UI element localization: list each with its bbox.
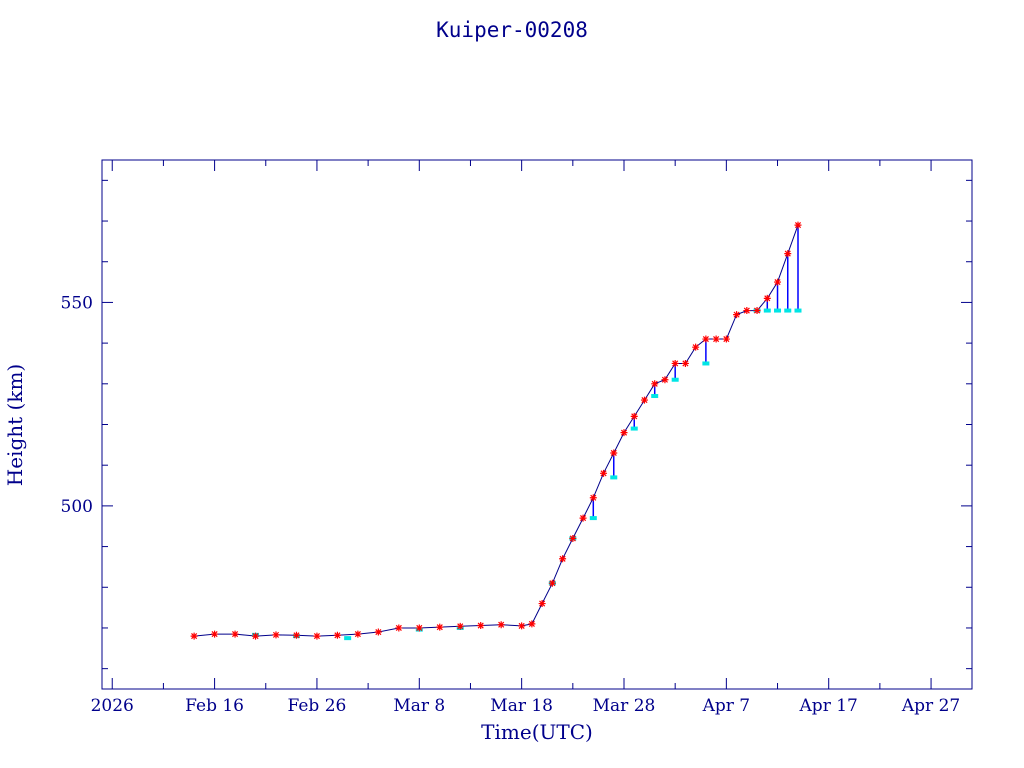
secondary-marker bbox=[774, 308, 782, 313]
primary-marker bbox=[610, 449, 618, 457]
primary-marker bbox=[774, 278, 782, 286]
axes-frame bbox=[101, 159, 973, 690]
height-series-line bbox=[194, 224, 799, 637]
x-tick-label: Feb 16 bbox=[185, 696, 244, 716]
primary-marker bbox=[231, 630, 239, 638]
primary-marker bbox=[436, 623, 444, 631]
primary-marker bbox=[692, 343, 700, 351]
primary-marker bbox=[559, 555, 567, 563]
chart-title: Kuiper-00208 bbox=[436, 18, 588, 42]
primary-marker bbox=[600, 469, 608, 477]
primary-marker bbox=[733, 311, 741, 319]
secondary-marker bbox=[784, 308, 792, 313]
primary-marker bbox=[681, 359, 689, 367]
primary-marker bbox=[671, 359, 679, 367]
axis-ticks: 550 500 2026 Feb 16 Feb 26 Mar 8 Mar 18 Mar 28 A… bbox=[61, 160, 972, 716]
secondary-marker bbox=[651, 394, 659, 399]
x-tick-label: Mar 8 bbox=[393, 696, 445, 716]
primary-marker bbox=[528, 620, 536, 628]
primary-marker bbox=[211, 630, 219, 638]
secondary-marker bbox=[589, 516, 597, 521]
primary-marker bbox=[415, 624, 423, 632]
primary-marker bbox=[794, 221, 802, 229]
primary-marker bbox=[722, 335, 730, 343]
primary-marker bbox=[589, 494, 597, 502]
primary-marker bbox=[538, 600, 546, 608]
secondary-marker bbox=[671, 377, 679, 382]
secondary-marker bbox=[344, 636, 352, 641]
primary-marker bbox=[497, 621, 505, 629]
x-tick-label: Apr 27 bbox=[901, 696, 960, 716]
primary-marker bbox=[702, 335, 710, 343]
secondary-marker bbox=[610, 475, 618, 480]
primary-marker bbox=[354, 630, 362, 638]
primary-marker bbox=[292, 631, 300, 639]
primary-marker bbox=[763, 294, 771, 302]
y-tick-label: 500 bbox=[61, 497, 93, 517]
primary-marker bbox=[579, 514, 587, 522]
primary-marker bbox=[333, 631, 341, 639]
secondary-marker bbox=[702, 361, 710, 366]
primary-marker bbox=[651, 380, 659, 388]
primary-marker bbox=[784, 250, 792, 258]
x-tick-label: Mar 18 bbox=[490, 696, 553, 716]
x-tick-label: Apr 7 bbox=[702, 696, 751, 716]
y-axis-label: Height (km) bbox=[3, 364, 27, 486]
primary-marker bbox=[548, 579, 556, 587]
primary-marker bbox=[661, 376, 669, 384]
primary-marker bbox=[313, 632, 321, 640]
primary-marker bbox=[743, 307, 751, 315]
primary-marker bbox=[252, 632, 260, 640]
secondary-marker bbox=[794, 308, 802, 313]
plot-area bbox=[190, 221, 802, 641]
secondary-marker bbox=[630, 426, 638, 431]
primary-marker bbox=[620, 429, 628, 437]
primary-marker bbox=[753, 307, 761, 315]
x-tick-label: 2026 bbox=[91, 696, 134, 716]
primary-marker bbox=[395, 624, 403, 632]
primary-marker bbox=[456, 622, 464, 630]
primary-marker bbox=[518, 622, 526, 630]
primary-marker bbox=[640, 396, 648, 404]
primary-marker bbox=[190, 632, 198, 640]
y-tick-label: 550 bbox=[61, 293, 93, 313]
primary-marker bbox=[630, 412, 638, 420]
x-axis-label: Time(UTC) bbox=[481, 720, 593, 744]
primary-marker bbox=[374, 628, 382, 636]
primary-marker bbox=[272, 631, 280, 639]
primary-marker bbox=[569, 534, 577, 542]
secondary-marker bbox=[763, 308, 771, 313]
x-tick-label: Mar 28 bbox=[593, 696, 656, 716]
primary-marker bbox=[477, 622, 485, 630]
x-tick-label: Feb 26 bbox=[288, 696, 347, 716]
x-tick-label: Apr 17 bbox=[799, 696, 858, 716]
primary-marker bbox=[712, 335, 720, 343]
